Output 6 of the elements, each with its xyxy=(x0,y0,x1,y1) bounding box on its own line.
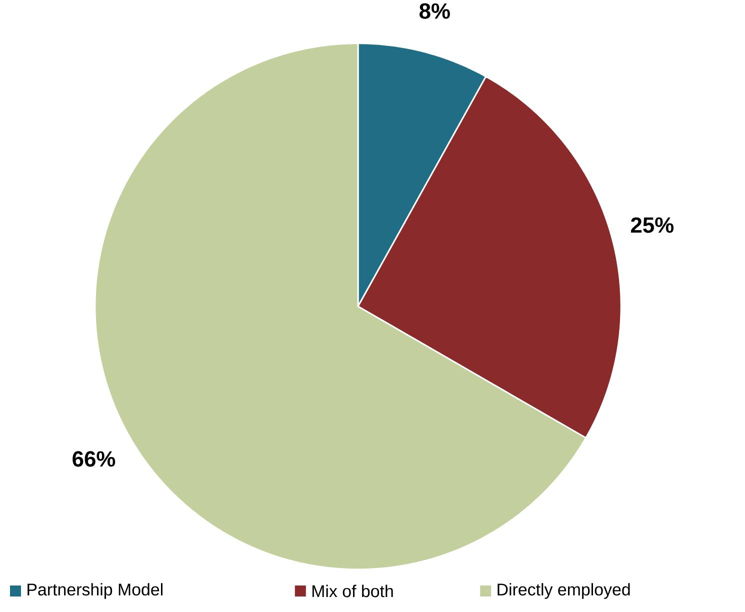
legend-label: Directly employed xyxy=(498,582,630,599)
data-label: 8% xyxy=(420,3,450,19)
legend-label: Partnership Model xyxy=(28,582,162,599)
data-label: 25% xyxy=(631,217,674,233)
legend-label: Mix of both xyxy=(312,584,393,598)
data-label: 66% xyxy=(72,451,116,467)
